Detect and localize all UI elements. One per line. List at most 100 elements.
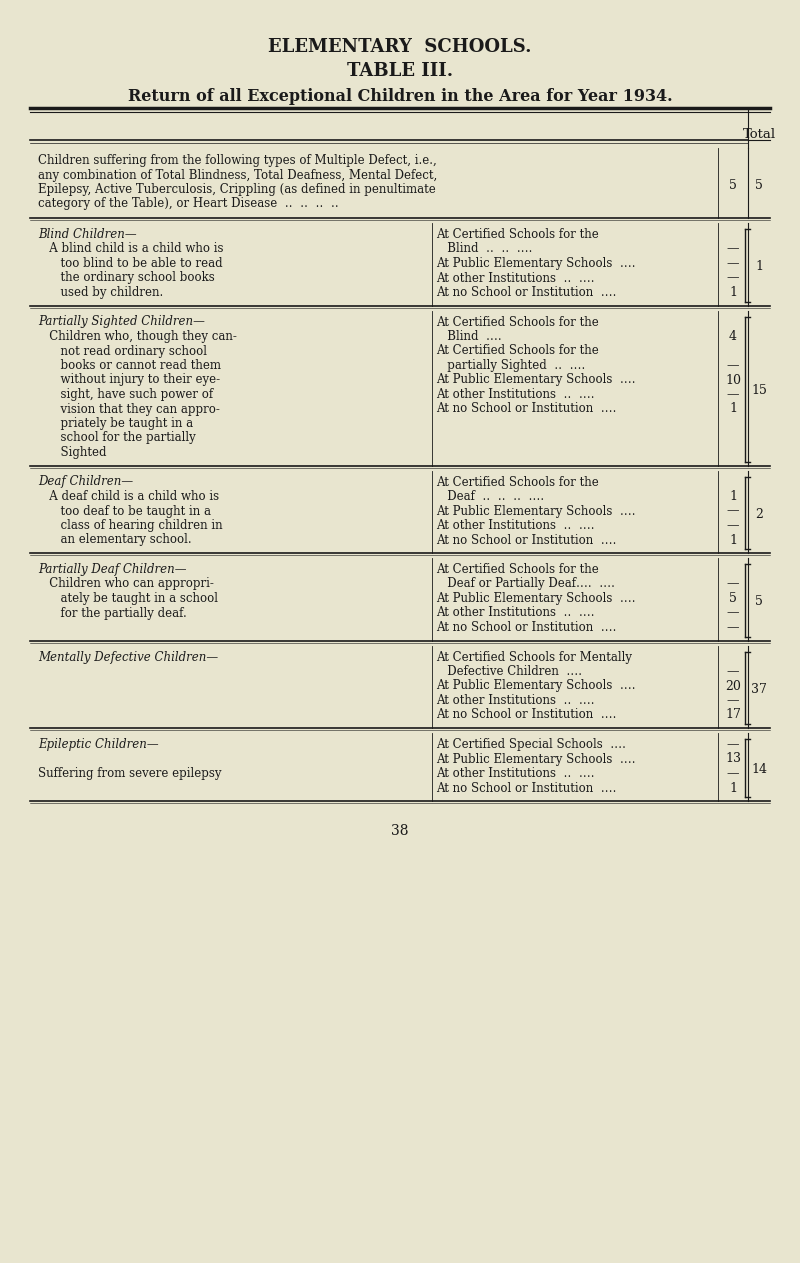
Text: At no School or Institution  ‥‥: At no School or Institution ‥‥ bbox=[436, 403, 617, 416]
Text: 1: 1 bbox=[729, 490, 737, 503]
Text: At Public Elementary Schools  ‥‥: At Public Elementary Schools ‥‥ bbox=[436, 679, 636, 692]
Text: without injury to their eye-: without injury to their eye- bbox=[38, 374, 220, 386]
Text: Defective Children  ‥‥: Defective Children ‥‥ bbox=[436, 666, 582, 678]
Text: category of the Table), or Heart Disease  ‥  ‥  ‥  ‥: category of the Table), or Heart Disease… bbox=[38, 197, 338, 211]
Text: Suffering from severe epilepsy: Suffering from severe epilepsy bbox=[38, 767, 222, 781]
Text: Blind  ‥‥: Blind ‥‥ bbox=[436, 330, 502, 344]
Text: Total: Total bbox=[742, 128, 775, 141]
Text: At other Institutions  ‥  ‥‥: At other Institutions ‥ ‥‥ bbox=[436, 272, 594, 284]
Text: —: — bbox=[726, 767, 739, 781]
Text: partially Sighted  ‥  ‥‥: partially Sighted ‥ ‥‥ bbox=[436, 359, 586, 373]
Text: 17: 17 bbox=[725, 709, 741, 721]
Text: At Public Elementary Schools  ‥‥: At Public Elementary Schools ‥‥ bbox=[436, 592, 636, 605]
Text: At Certified Schools for the: At Certified Schools for the bbox=[436, 475, 598, 489]
Text: too blind to be able to read: too blind to be able to read bbox=[38, 256, 222, 270]
Text: Children suffering from the following types of Multiple Defect, i.e.,: Children suffering from the following ty… bbox=[38, 154, 437, 167]
Text: At no School or Institution  ‥‥: At no School or Institution ‥‥ bbox=[436, 782, 617, 794]
Text: At Certified Special Schools  ‥‥: At Certified Special Schools ‥‥ bbox=[436, 738, 626, 751]
Text: 5: 5 bbox=[729, 592, 737, 605]
Text: At Certified Schools for Mentally: At Certified Schools for Mentally bbox=[436, 650, 632, 663]
Text: too deaf to be taught in a: too deaf to be taught in a bbox=[38, 504, 211, 518]
Text: At no School or Institution  ‥‥: At no School or Institution ‥‥ bbox=[436, 285, 617, 299]
Text: At other Institutions  ‥  ‥‥: At other Institutions ‥ ‥‥ bbox=[436, 606, 594, 619]
Text: At Certified Schools for the: At Certified Schools for the bbox=[436, 345, 598, 357]
Text: priately be taught in a: priately be taught in a bbox=[38, 417, 193, 429]
Text: At Certified Schools for the: At Certified Schools for the bbox=[436, 316, 598, 328]
Text: Partially Deaf Children—: Partially Deaf Children— bbox=[38, 563, 186, 576]
Text: Blind  ‥  ‥  ‥‥: Blind ‥ ‥ ‥‥ bbox=[436, 242, 533, 255]
Text: 37: 37 bbox=[751, 683, 767, 696]
Text: used by children.: used by children. bbox=[38, 285, 163, 299]
Text: 1: 1 bbox=[755, 260, 763, 273]
Text: ately be taught in a school: ately be taught in a school bbox=[38, 592, 218, 605]
Text: Deaf  ‥  ‥  ‥  ‥‥: Deaf ‥ ‥ ‥ ‥‥ bbox=[436, 490, 544, 503]
Text: 14: 14 bbox=[751, 763, 767, 775]
Text: —: — bbox=[726, 693, 739, 707]
Text: Sighted: Sighted bbox=[38, 446, 106, 458]
Text: At other Institutions  ‥  ‥‥: At other Institutions ‥ ‥‥ bbox=[436, 693, 594, 707]
Text: not read ordinary school: not read ordinary school bbox=[38, 345, 207, 357]
Text: 20: 20 bbox=[725, 679, 741, 692]
Text: —: — bbox=[726, 256, 739, 270]
Text: —: — bbox=[726, 519, 739, 532]
Text: Epileptic Children—: Epileptic Children— bbox=[38, 738, 158, 751]
Text: 5: 5 bbox=[755, 595, 763, 609]
Text: TABLE III.: TABLE III. bbox=[347, 62, 453, 80]
Text: A blind child is a child who is: A blind child is a child who is bbox=[38, 242, 223, 255]
Text: 10: 10 bbox=[725, 374, 741, 386]
Text: At Public Elementary Schools  ‥‥: At Public Elementary Schools ‥‥ bbox=[436, 504, 636, 518]
Text: —: — bbox=[726, 738, 739, 751]
Text: class of hearing children in: class of hearing children in bbox=[38, 519, 222, 532]
Text: —: — bbox=[726, 388, 739, 400]
Text: Mentally Defective Children—: Mentally Defective Children— bbox=[38, 650, 218, 663]
Text: 1: 1 bbox=[729, 403, 737, 416]
Text: Deaf Children—: Deaf Children— bbox=[38, 475, 133, 489]
Text: At other Institutions  ‥  ‥‥: At other Institutions ‥ ‥‥ bbox=[436, 388, 594, 400]
Text: —: — bbox=[726, 272, 739, 284]
Text: At Certified Schools for the: At Certified Schools for the bbox=[436, 229, 598, 241]
Text: Return of all Exceptional Children in the Area for Year 1934.: Return of all Exceptional Children in th… bbox=[128, 88, 672, 105]
Text: At other Institutions  ‥  ‥‥: At other Institutions ‥ ‥‥ bbox=[436, 519, 594, 532]
Text: —: — bbox=[726, 242, 739, 255]
Text: 38: 38 bbox=[391, 823, 409, 837]
Text: —: — bbox=[726, 621, 739, 634]
Text: vision that they can appro-: vision that they can appro- bbox=[38, 403, 220, 416]
Text: At Certified Schools for the: At Certified Schools for the bbox=[436, 563, 598, 576]
Text: Partially Sighted Children—: Partially Sighted Children— bbox=[38, 316, 205, 328]
Text: any combination of Total Blindness, Total Deafness, Mental Defect,: any combination of Total Blindness, Tota… bbox=[38, 168, 438, 182]
Text: At no School or Institution  ‥‥: At no School or Institution ‥‥ bbox=[436, 533, 617, 547]
Text: Children who can appropri-: Children who can appropri- bbox=[38, 577, 214, 591]
Text: an elementary school.: an elementary school. bbox=[38, 533, 192, 547]
Text: —: — bbox=[726, 359, 739, 373]
Text: —: — bbox=[726, 577, 739, 591]
Text: the ordinary school books: the ordinary school books bbox=[38, 272, 214, 284]
Text: A deaf child is a child who is: A deaf child is a child who is bbox=[38, 490, 219, 503]
Text: books or cannot read them: books or cannot read them bbox=[38, 359, 221, 373]
Text: At no School or Institution  ‥‥: At no School or Institution ‥‥ bbox=[436, 709, 617, 721]
Text: At Public Elementary Schools  ‥‥: At Public Elementary Schools ‥‥ bbox=[436, 753, 636, 765]
Text: At no School or Institution  ‥‥: At no School or Institution ‥‥ bbox=[436, 621, 617, 634]
Text: ELEMENTARY  SCHOOLS.: ELEMENTARY SCHOOLS. bbox=[268, 38, 532, 56]
Text: 4: 4 bbox=[729, 330, 737, 344]
Text: Deaf or Partially Deaf‥‥  ‥‥: Deaf or Partially Deaf‥‥ ‥‥ bbox=[436, 577, 615, 591]
Text: 13: 13 bbox=[725, 753, 741, 765]
Text: sight, have such power of: sight, have such power of bbox=[38, 388, 213, 400]
Text: —: — bbox=[726, 606, 739, 619]
Text: Children who, though they can-: Children who, though they can- bbox=[38, 330, 237, 344]
Text: —: — bbox=[726, 504, 739, 518]
Text: At other Institutions  ‥  ‥‥: At other Institutions ‥ ‥‥ bbox=[436, 767, 594, 781]
Text: 1: 1 bbox=[729, 533, 737, 547]
Text: Blind Children—: Blind Children— bbox=[38, 229, 137, 241]
Text: 2: 2 bbox=[755, 508, 763, 520]
Text: 5: 5 bbox=[729, 179, 737, 192]
Text: school for the partially: school for the partially bbox=[38, 432, 196, 445]
Text: —: — bbox=[726, 666, 739, 678]
Text: At Public Elementary Schools  ‥‥: At Public Elementary Schools ‥‥ bbox=[436, 374, 636, 386]
Text: At Public Elementary Schools  ‥‥: At Public Elementary Schools ‥‥ bbox=[436, 256, 636, 270]
Text: 15: 15 bbox=[751, 384, 767, 397]
Text: for the partially deaf.: for the partially deaf. bbox=[38, 606, 186, 619]
Text: 1: 1 bbox=[729, 285, 737, 299]
Text: 5: 5 bbox=[755, 179, 763, 192]
Text: 1: 1 bbox=[729, 782, 737, 794]
Text: Epilepsy, Active Tuberculosis, Crippling (as defined in penultimate: Epilepsy, Active Tuberculosis, Crippling… bbox=[38, 183, 436, 196]
